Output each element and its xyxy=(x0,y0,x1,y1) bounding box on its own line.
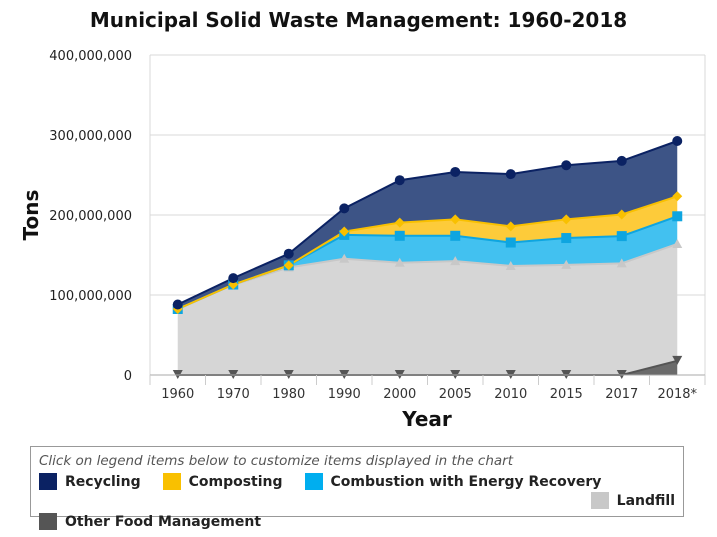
legend-swatch xyxy=(162,473,181,490)
data-point xyxy=(561,233,572,244)
legend-label: Landfill xyxy=(616,492,675,509)
chart-plot: 0 100,000,000 200,000,000 300,000,000 400,00… xyxy=(19,49,706,431)
data-point xyxy=(561,259,572,269)
x-tick-label: 2017 xyxy=(605,387,638,402)
area-landfill xyxy=(177,243,678,375)
legend-item-composting[interactable]: Composting xyxy=(162,473,283,490)
legend: Click on legend items below to customize… xyxy=(30,446,684,530)
data-point xyxy=(616,155,627,166)
data-point xyxy=(172,299,183,310)
data-point xyxy=(561,214,572,225)
y-tick-label: 0 xyxy=(124,369,132,384)
legend-swatch xyxy=(39,513,57,530)
legend-item-other-food-management[interactable]: Other Food Management xyxy=(39,513,261,530)
data-point xyxy=(450,230,461,241)
x-tick-label: 2000 xyxy=(383,387,416,402)
data-point xyxy=(672,211,683,222)
data-point xyxy=(561,160,572,171)
x-tick-label: 2005 xyxy=(439,387,472,402)
x-tick-label: 1960 xyxy=(161,387,194,402)
data-point xyxy=(394,175,405,186)
y-tick-label: 200,000,000 xyxy=(49,209,132,224)
data-point xyxy=(339,226,350,237)
data-point xyxy=(672,355,683,365)
data-point xyxy=(339,203,350,214)
x-tick-label: 1970 xyxy=(217,387,250,402)
data-point xyxy=(616,258,627,268)
data-point xyxy=(394,230,405,241)
x-tick-label: 1980 xyxy=(272,387,305,402)
legend-label: Recycling xyxy=(65,473,141,490)
x-tick-label: 2010 xyxy=(494,387,527,402)
area-recycling xyxy=(177,141,678,309)
data-point xyxy=(339,253,350,263)
series-line xyxy=(177,243,678,310)
x-tick-label: 1990 xyxy=(328,387,361,402)
data-point xyxy=(228,273,239,284)
series-line xyxy=(177,140,678,306)
legend-label: Other Food Management xyxy=(65,513,262,530)
x-axis-label: Year xyxy=(401,407,452,431)
legend-swatch xyxy=(304,473,323,490)
data-point xyxy=(283,248,294,259)
data-point xyxy=(450,214,461,225)
chart-title: Municipal Solid Waste Management: 1960-2… xyxy=(89,8,628,32)
legend-label: Composting xyxy=(188,473,283,490)
data-point xyxy=(283,260,294,271)
data-point xyxy=(616,231,627,242)
x-tick-label: 2018* xyxy=(657,387,697,402)
data-point xyxy=(616,209,627,220)
data-point xyxy=(394,257,405,267)
data-point xyxy=(505,260,516,270)
data-point xyxy=(672,136,683,146)
data-point xyxy=(450,166,461,177)
data-point xyxy=(672,191,683,202)
series-line xyxy=(177,195,678,310)
legend-item-landfill[interactable]: Landfill xyxy=(590,492,675,509)
y-axis-label: Tons xyxy=(19,190,43,241)
y-tick-label: 400,000,000 xyxy=(49,49,132,64)
legend-note: Click on legend items below to customize… xyxy=(39,453,514,469)
y-tick-label: 100,000,000 xyxy=(49,289,132,304)
data-point xyxy=(394,217,405,228)
area-composting xyxy=(177,196,678,309)
data-point xyxy=(672,238,683,248)
legend-label: Combustion with Energy Recovery xyxy=(330,473,602,490)
data-point xyxy=(505,237,516,248)
legend-swatch xyxy=(590,492,609,509)
legend-swatch xyxy=(39,473,57,490)
x-tick-label: 2015 xyxy=(550,387,583,402)
legend-item-combustion-with-energy-recovery[interactable]: Combustion with Energy Recovery xyxy=(304,473,602,490)
data-point xyxy=(505,169,516,180)
data-point xyxy=(505,221,516,232)
data-point xyxy=(450,256,461,266)
legend-item-recycling[interactable]: Recycling xyxy=(39,473,141,490)
y-tick-label: 300,000,000 xyxy=(49,129,132,144)
